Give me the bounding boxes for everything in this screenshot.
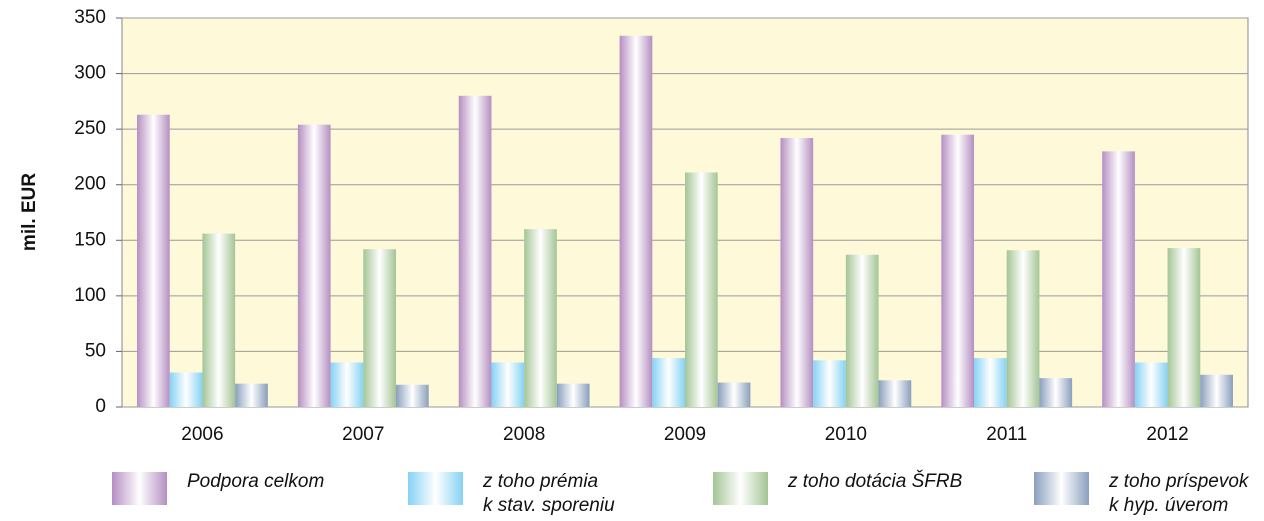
x-tick-label: 2009 xyxy=(664,424,706,445)
legend-label: Podpora celkom xyxy=(187,471,325,492)
legend-swatch xyxy=(408,472,463,505)
y-tick-label: 50 xyxy=(85,340,106,361)
bar xyxy=(974,358,1007,407)
bar xyxy=(652,358,685,407)
legend-swatch xyxy=(112,472,167,505)
bar xyxy=(395,384,429,407)
bar xyxy=(878,380,912,407)
bar xyxy=(235,383,268,407)
bar xyxy=(169,372,203,407)
bar xyxy=(780,138,814,407)
x-tick-label: 2010 xyxy=(825,424,867,445)
y-tick-label: 200 xyxy=(74,174,106,195)
y-tick-label: 150 xyxy=(74,229,106,250)
x-tick-label: 2011 xyxy=(986,424,1027,445)
x-tick-label: 2006 xyxy=(181,424,223,445)
x-tick-label: 2012 xyxy=(1146,424,1188,445)
y-tick-label: 250 xyxy=(74,118,106,139)
bar xyxy=(363,249,396,407)
legend-item: z toho dotácia ŠFRB xyxy=(713,471,963,505)
legend-item: Podpora celkom xyxy=(112,471,325,505)
bar xyxy=(1134,362,1168,407)
bar xyxy=(297,124,331,407)
y-axis-label: mil. EUR xyxy=(19,173,40,251)
bar xyxy=(1006,250,1040,407)
x-tick-label: 2007 xyxy=(342,424,384,445)
bar xyxy=(491,362,525,407)
bar xyxy=(1200,374,1233,407)
legend-label: z toho dotácia ŠFRB xyxy=(788,471,963,492)
legend-label: z toho prémia k stav. sporeniu xyxy=(483,471,615,516)
bar xyxy=(1167,248,1201,407)
bar xyxy=(813,360,846,407)
bar xyxy=(556,383,590,407)
bar xyxy=(330,362,364,407)
y-tick-label: 0 xyxy=(95,396,106,417)
legend-swatch xyxy=(1034,472,1089,505)
bar xyxy=(845,254,879,407)
legend-item: z toho prémia k stav. sporeniu xyxy=(408,471,615,518)
bar xyxy=(619,35,653,407)
bar xyxy=(685,172,718,407)
bar xyxy=(1039,378,1073,407)
bar xyxy=(137,114,170,408)
bar xyxy=(202,233,236,407)
x-tick-label: 2008 xyxy=(503,424,545,445)
y-tick-label: 300 xyxy=(74,63,106,84)
legend-label: z toho príspevok k hyp. úverom xyxy=(1109,471,1249,516)
bar xyxy=(524,229,557,407)
legend-item: z toho príspevok k hyp. úverom xyxy=(1034,471,1249,518)
legend-swatch xyxy=(713,472,768,505)
bar xyxy=(717,382,751,407)
bar xyxy=(941,134,975,407)
y-tick-label: 100 xyxy=(74,285,106,306)
bar xyxy=(1102,151,1135,407)
bar xyxy=(458,95,492,408)
y-tick-label: 350 xyxy=(74,7,106,28)
